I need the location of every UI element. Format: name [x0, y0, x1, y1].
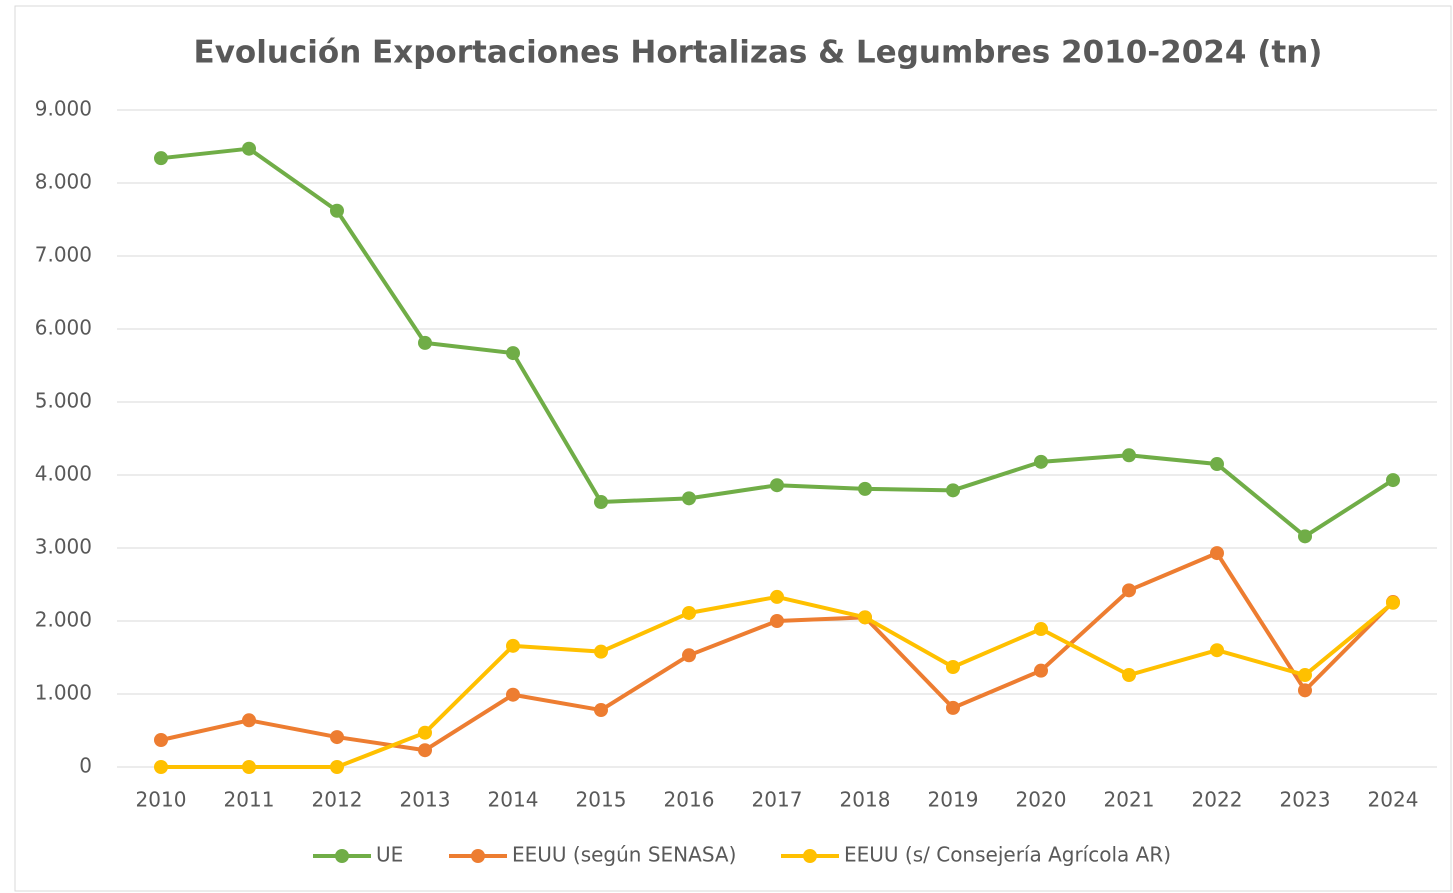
data-point: [242, 713, 256, 728]
data-point: [594, 644, 608, 659]
data-point: [330, 203, 344, 218]
legend-marker: [471, 849, 485, 863]
data-point: [1122, 448, 1136, 463]
data-point: [594, 703, 608, 718]
x-tick-label: 2024: [1368, 788, 1419, 812]
data-point: [506, 687, 520, 702]
x-tick-label: 2012: [312, 788, 363, 812]
data-point: [418, 743, 432, 758]
y-tick-label: 1.000: [35, 681, 92, 705]
legend-label: UE: [376, 843, 403, 867]
legend-label: EEUU (según SENASA): [512, 843, 736, 867]
data-point: [418, 335, 432, 350]
data-point: [1298, 529, 1312, 544]
data-point: [418, 725, 432, 740]
data-point: [682, 648, 696, 663]
y-tick-label: 5.000: [35, 389, 92, 413]
data-point: [330, 730, 344, 745]
y-tick-label: 4.000: [35, 462, 92, 486]
y-tick-label: 0: [79, 754, 92, 778]
data-point: [154, 151, 168, 166]
data-point: [1386, 473, 1400, 488]
data-point: [1210, 457, 1224, 472]
x-tick-label: 2015: [576, 788, 627, 812]
data-point: [1034, 663, 1048, 678]
y-tick-label: 3.000: [35, 535, 92, 559]
data-point: [1298, 683, 1312, 698]
data-point: [154, 732, 168, 747]
y-tick-label: 7.000: [35, 243, 92, 267]
data-point: [682, 491, 696, 506]
data-point: [242, 141, 256, 156]
data-point: [594, 495, 608, 510]
x-tick-label: 2011: [224, 788, 275, 812]
data-point: [242, 760, 256, 774]
y-tick-label: 8.000: [35, 170, 92, 194]
x-tick-label: 2016: [664, 788, 715, 812]
chart-border: [14, 5, 1452, 892]
data-point: [770, 589, 784, 604]
legend-marker: [335, 849, 349, 863]
data-point: [1034, 622, 1048, 637]
x-tick-label: 2010: [136, 788, 187, 812]
x-tick-label: 2018: [840, 788, 891, 812]
data-point: [858, 481, 872, 496]
data-point: [1298, 668, 1312, 683]
data-point: [1122, 668, 1136, 683]
data-point: [1386, 595, 1400, 610]
data-point: [946, 700, 960, 715]
x-tick-label: 2022: [1192, 788, 1243, 812]
data-point: [946, 483, 960, 498]
data-point: [330, 760, 344, 774]
data-point: [858, 610, 872, 625]
x-tick-label: 2021: [1104, 788, 1155, 812]
data-point: [946, 659, 960, 674]
data-point: [1210, 643, 1224, 658]
y-tick-label: 9.000: [35, 97, 92, 121]
data-point: [1034, 454, 1048, 469]
x-tick-label: 2017: [752, 788, 803, 812]
data-point: [506, 346, 520, 361]
x-tick-label: 2014: [488, 788, 539, 812]
data-point: [154, 760, 168, 774]
data-point: [770, 614, 784, 628]
y-tick-label: 2.000: [35, 608, 92, 632]
x-tick-label: 2020: [1016, 788, 1067, 812]
x-tick-label: 2013: [400, 788, 451, 812]
chart-title: Evolución Exportaciones Hortalizas & Leg…: [194, 35, 1323, 71]
legend-label: EEUU (s/ Consejería Agrícola AR): [844, 843, 1171, 867]
data-point: [1210, 546, 1224, 561]
y-tick-label: 6.000: [35, 316, 92, 340]
data-point: [506, 638, 520, 653]
x-tick-label: 2019: [928, 788, 979, 812]
data-point: [1122, 583, 1136, 598]
legend-marker: [803, 849, 817, 863]
x-tick-label: 2023: [1280, 788, 1331, 812]
data-point: [682, 605, 696, 620]
data-point: [770, 478, 784, 493]
